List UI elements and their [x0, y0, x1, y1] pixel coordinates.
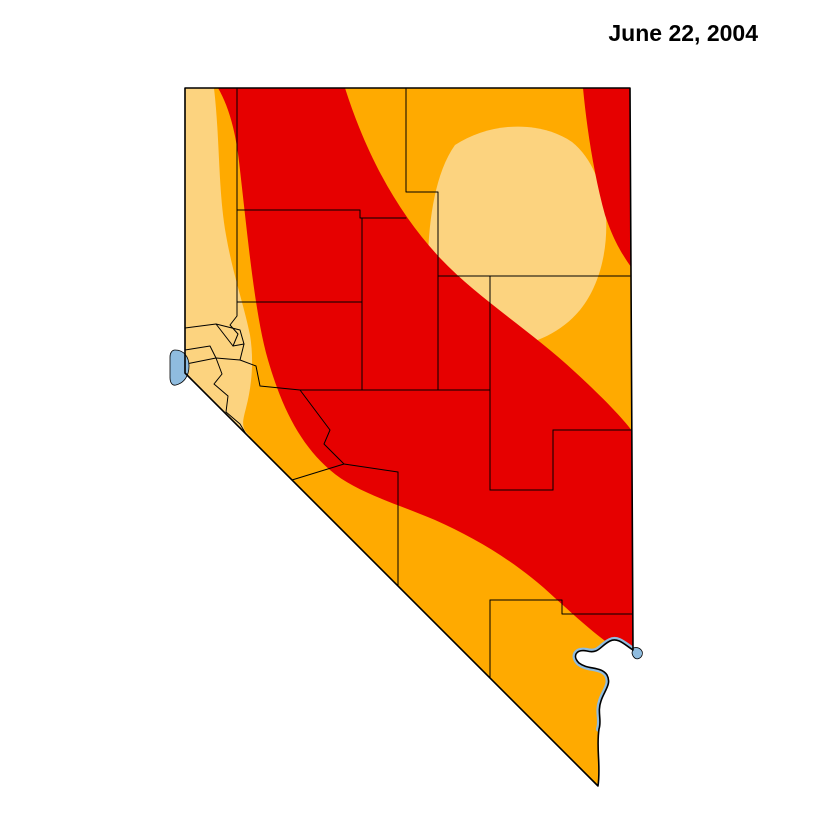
- county-line-humboldt-south: [236, 209, 407, 219]
- county-line-humboldt-elko: [405, 88, 439, 277]
- county-line-lincoln-clark: [489, 599, 633, 615]
- drought-region-severe-band: [218, 88, 633, 658]
- drought-region-severe-ne-corner: [583, 88, 633, 270]
- drought-region-dry-west-strip: [185, 88, 253, 436]
- county-line-washoe-east: [229, 88, 239, 347]
- county-boundaries: [185, 88, 633, 679]
- county-line-esmeralda-north: [343, 463, 399, 473]
- county-line-storey: [215, 323, 245, 347]
- state-outline: [184, 87, 634, 787]
- map-date-title: June 22, 2004: [608, 20, 758, 46]
- county-line-mineral-esmeralda: [291, 463, 345, 481]
- lake-mead-arm: [631, 647, 643, 660]
- county-line-lyon-east: [239, 359, 301, 391]
- lake-tahoe: [169, 349, 190, 386]
- county-line-carson-city: [185, 345, 217, 365]
- county-line-mineral-east: [299, 389, 345, 465]
- county-line-douglas-lyon: [213, 357, 247, 435]
